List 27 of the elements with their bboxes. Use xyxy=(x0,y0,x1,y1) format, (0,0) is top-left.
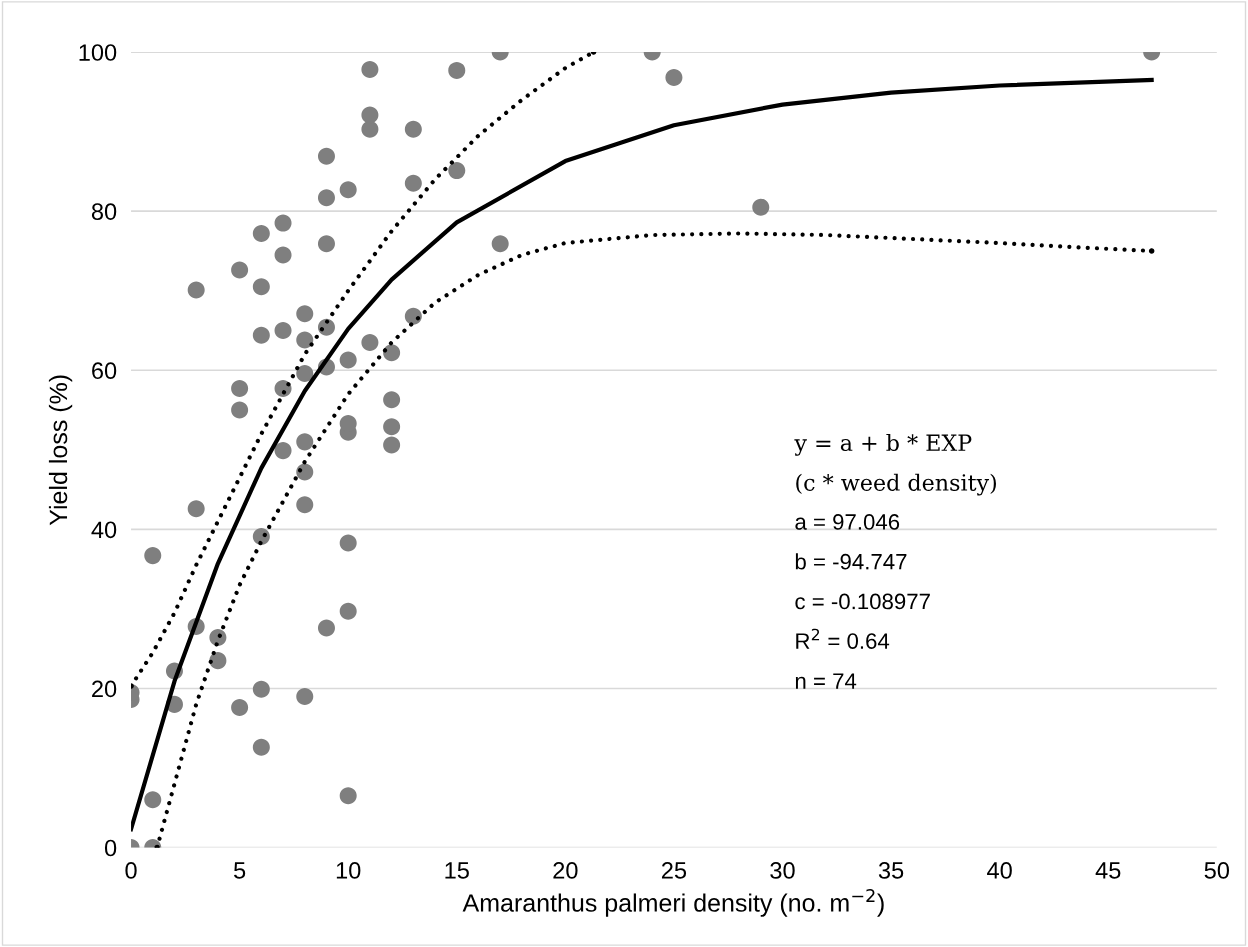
x-tick-label: 25 xyxy=(661,862,687,879)
annotation: (c * weed density) xyxy=(796,473,996,496)
point xyxy=(1148,248,1155,254)
x-tick-label: 0 xyxy=(125,862,137,879)
x-tick-label: 15 xyxy=(445,862,469,879)
x-tick-label: 20 xyxy=(553,862,578,879)
annotation: R$^{2}$ = 0.64 xyxy=(796,628,890,649)
y-tick-label: 80 xyxy=(91,203,117,220)
y-tick-label: 100 xyxy=(79,44,117,61)
y-tick-label: 20 xyxy=(92,680,117,698)
annotation: a = 97.046 xyxy=(795,514,900,530)
y-axis-title: Yield loss (%) xyxy=(48,375,73,526)
y-tick-label: 60 xyxy=(92,362,117,380)
x-tick-label: 45 xyxy=(1095,862,1121,879)
x-tick-label: 10 xyxy=(336,862,361,879)
annotation: y = a + b * EXP xyxy=(794,433,972,456)
x-tick-label: 5 xyxy=(234,862,246,879)
x-tick-label: 30 xyxy=(770,862,795,879)
y-tick-label: 0 xyxy=(104,839,117,857)
annotation: n = 74 xyxy=(795,673,857,689)
annotation: b = -94.747 xyxy=(795,553,907,570)
x-axis-title: Amaranthus palmeri density (no. m$^{−2}$) xyxy=(462,889,884,917)
x-tick-label: 50 xyxy=(1204,862,1230,879)
annotation: c = -0.108977 xyxy=(795,593,930,610)
y-tick-label: 40 xyxy=(91,521,117,539)
x-tick-label: 40 xyxy=(987,862,1012,879)
x-tick-label: 35 xyxy=(878,862,904,879)
